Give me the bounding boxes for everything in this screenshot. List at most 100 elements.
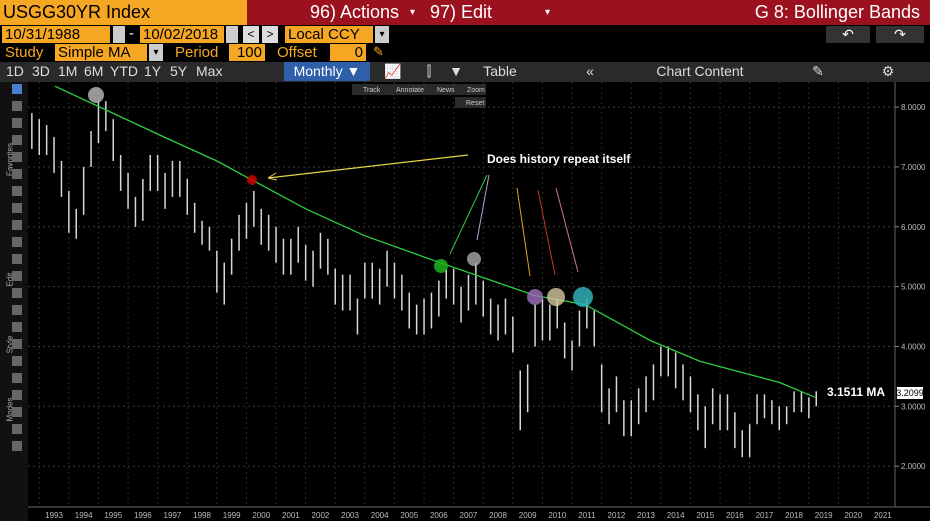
line-icon[interactable]: 📈: [384, 63, 402, 79]
dropdown[interactable]: ▾: [149, 44, 163, 61]
edit-menu[interactable]: 97) Edit: [430, 2, 493, 22]
track-button[interactable]: Track: [363, 87, 381, 94]
x-tick-label: 1998: [193, 511, 211, 520]
ticker-field[interactable]: USGG30YR Index: [0, 0, 247, 25]
tool-icon[interactable]: [12, 101, 22, 111]
tool-icon[interactable]: [12, 322, 22, 332]
start-date[interactable]: 10/31/1988: [2, 26, 110, 43]
chart-toolbar-bg: [352, 84, 486, 95]
function-title: G 8: Bollinger Bands: [754, 2, 920, 22]
reset-button[interactable]: Reset: [466, 100, 484, 107]
tool-icon[interactable]: [12, 254, 22, 264]
end-date[interactable]: 10/02/2018: [140, 26, 224, 43]
arrow-head: [267, 172, 278, 181]
x-tick-label: 2017: [756, 511, 774, 520]
tool-icon[interactable]: [12, 288, 22, 298]
tool-icon[interactable]: [12, 118, 22, 128]
x-tick-label: 1997: [164, 511, 182, 520]
highlight-circle: [547, 288, 565, 306]
x-tick-label: 2003: [341, 511, 359, 520]
tool-icon[interactable]: [12, 339, 22, 349]
frequency-button[interactable]: Monthly ▼: [284, 62, 370, 81]
next-button[interactable]: >: [262, 26, 278, 43]
study-field[interactable]: Simple MA: [55, 44, 147, 61]
period-field[interactable]: 100: [229, 44, 265, 61]
dropdown[interactable]: ▼: [449, 63, 463, 79]
y-tick-label: 7.0000: [901, 163, 926, 172]
range-button[interactable]: YTD: [110, 63, 138, 79]
x-tick-label: 2016: [726, 511, 744, 520]
chart-toolbar: Track Annotate News Zoom Reset: [352, 84, 486, 108]
tool-icon[interactable]: [12, 407, 22, 417]
x-tick-label: 2007: [460, 511, 478, 520]
range-button[interactable]: 3D: [32, 63, 50, 79]
edit-icon[interactable]: ✎: [812, 63, 824, 79]
highlight-circle: [573, 287, 593, 307]
x-tick-label: 2018: [785, 511, 803, 520]
tool-icon[interactable]: [12, 135, 22, 145]
study-label: Study: [5, 44, 44, 61]
x-tick-label: 1994: [75, 511, 93, 520]
arrow: [555, 187, 579, 273]
range-button[interactable]: 5Y: [170, 63, 188, 79]
range-button[interactable]: 1D: [6, 63, 24, 79]
prev-button[interactable]: <: [243, 26, 259, 43]
annotate-button[interactable]: Annotate: [396, 87, 424, 94]
dropdown[interactable]: ▾: [375, 26, 389, 43]
zoom-button[interactable]: Zoom: [467, 87, 485, 94]
table-button[interactable]: Table: [483, 63, 517, 79]
tool-icon[interactable]: [12, 373, 22, 383]
news-button[interactable]: News: [437, 87, 455, 94]
tool-icon[interactable]: [12, 271, 22, 281]
x-tick-label: 2020: [844, 511, 862, 520]
tool-icon[interactable]: [12, 305, 22, 315]
y-tick-label: 4.0000: [901, 342, 926, 351]
arrow: [537, 189, 556, 276]
highlight-circle: [527, 289, 543, 305]
edit-pencil[interactable]: ✎: [373, 44, 384, 59]
tool-icon[interactable]: [12, 356, 22, 366]
x-tick-label: 2009: [519, 511, 537, 520]
range-button[interactable]: Max: [196, 63, 223, 79]
range-button[interactable]: 1Y: [144, 63, 162, 79]
x-tick-label: 2002: [312, 511, 330, 520]
tool-icon[interactable]: [12, 424, 22, 434]
y-tick-label: 3.0000: [901, 402, 926, 411]
calendar-icon[interactable]: [113, 26, 125, 43]
moving-average-line: [54, 85, 816, 398]
offset-field[interactable]: 0: [330, 44, 366, 61]
reset-bg: [455, 97, 486, 108]
tool-icon[interactable]: [12, 390, 22, 400]
back-button[interactable]: ↶: [826, 26, 870, 43]
tool-icon[interactable]: [12, 186, 22, 196]
x-tick-label: 2012: [608, 511, 626, 520]
x-tick-label: 2005: [400, 511, 418, 520]
toolbar: [0, 62, 930, 82]
tool-icon[interactable]: [12, 237, 22, 247]
tool-icon[interactable]: [12, 84, 22, 94]
tool-icon[interactable]: [12, 169, 22, 179]
x-tick-label: 2004: [371, 511, 389, 520]
tool-icon[interactable]: [12, 152, 22, 162]
tool-icon[interactable]: [12, 441, 22, 451]
forward-button[interactable]: ↷: [876, 26, 924, 43]
x-tick-label: 2015: [696, 511, 714, 520]
highlight-circle: [434, 259, 448, 273]
x-tick-label: 2006: [430, 511, 448, 520]
calendar-icon[interactable]: [226, 26, 238, 43]
chart-content-button[interactable]: Chart Content: [656, 63, 744, 79]
tool-icon[interactable]: [12, 203, 22, 213]
x-tick-label: 2019: [815, 511, 833, 520]
x-tick-label: 2008: [489, 511, 507, 520]
range-button[interactable]: 1M: [58, 63, 78, 79]
x-tick-label: 2011: [578, 511, 596, 520]
range-button[interactable]: 6M: [84, 63, 104, 79]
bar-icon[interactable]: ⫿: [426, 63, 432, 79]
currency-field[interactable]: Local CCY: [285, 26, 373, 43]
settings-icon[interactable]: ⚙: [881, 63, 895, 79]
highlight-circle: [247, 175, 257, 185]
tool-icon[interactable]: [12, 220, 22, 230]
x-tick-label: 2021: [874, 511, 892, 520]
actions-menu[interactable]: 96) Actions: [310, 2, 400, 22]
collapse-button[interactable]: «: [586, 63, 594, 79]
